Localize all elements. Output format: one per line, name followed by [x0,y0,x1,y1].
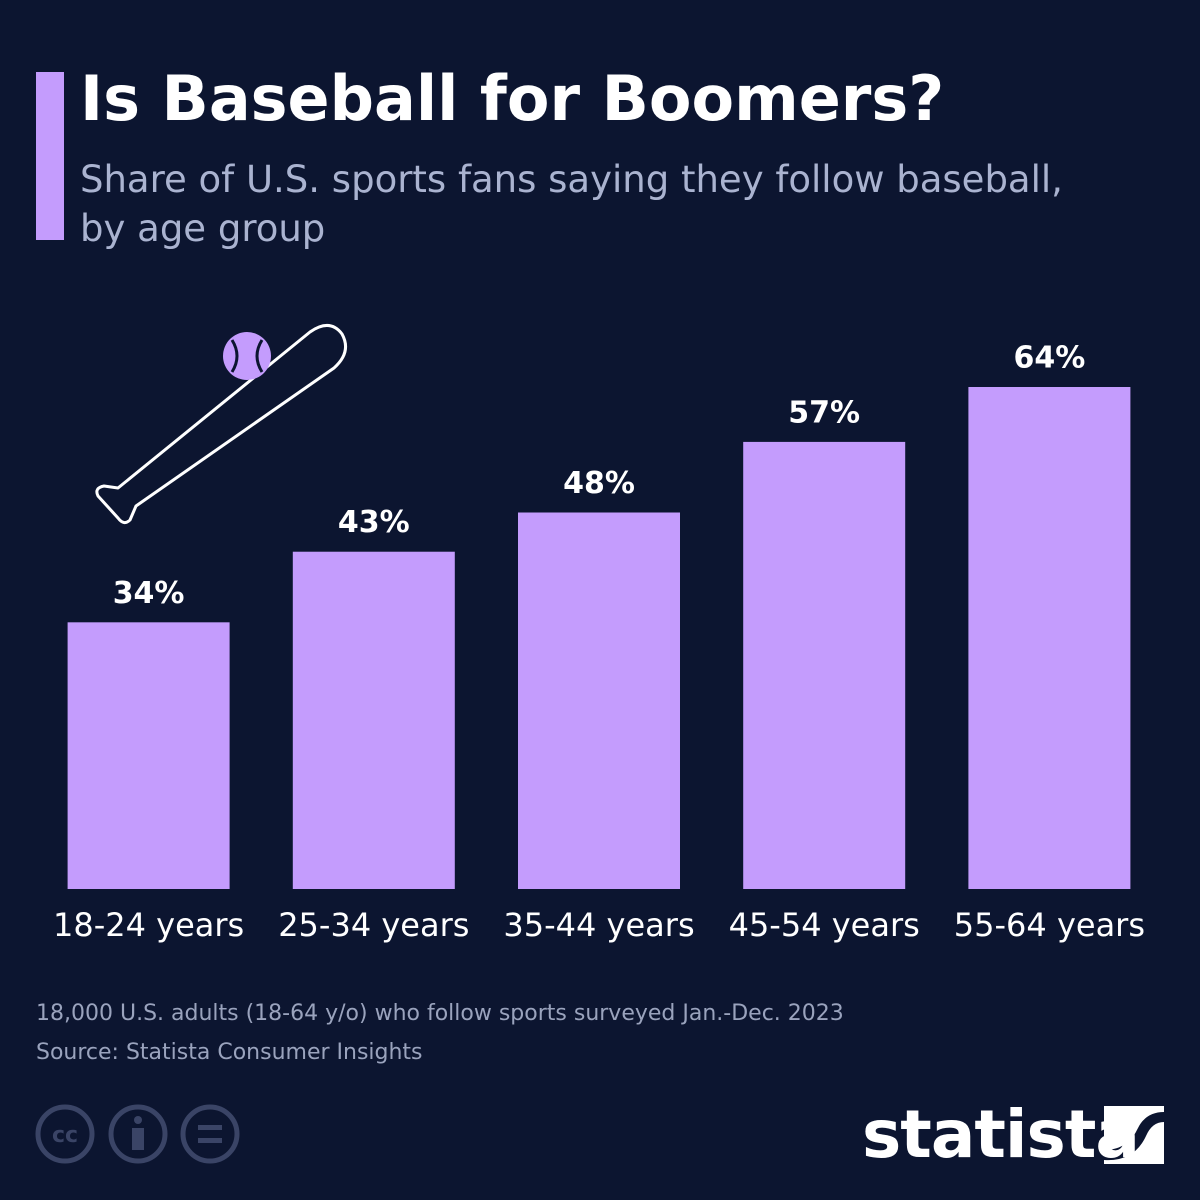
value-label: 64% [1013,341,1085,376]
bar [743,441,906,889]
x-tick-label: 18-24 years [53,906,244,944]
bat-illustration [95,324,348,525]
svg-text:cc: cc [52,1123,78,1148]
value-label: 48% [563,466,635,501]
value-label: 43% [338,505,410,540]
note: 18,000 U.S. adults (18-64 y/o) who follo… [36,1001,844,1026]
value-label: 57% [788,395,860,430]
bar [518,512,680,889]
logo: statista [862,1096,1140,1173]
ball-illustration [223,332,271,380]
cc-icons: cc [35,1104,240,1164]
source: Source: Statista Consumer Insights [36,1040,423,1065]
x-tick-label: 55-64 years [954,906,1145,944]
chart-title: Is Baseball for Boomers? [80,62,945,135]
x-tick-label: 45-54 years [729,906,920,944]
title-accent [36,72,64,240]
value-label: 34% [113,576,185,611]
x-tick-label: 25-34 years [278,906,469,944]
bar [968,387,1131,889]
bar [67,622,230,889]
bar [292,551,455,889]
x-tick-label: 35-44 years [503,906,694,944]
chart-subtitle: Share of U.S. sports fans saying they fo… [80,158,1063,250]
logo-mark [1104,1106,1164,1164]
